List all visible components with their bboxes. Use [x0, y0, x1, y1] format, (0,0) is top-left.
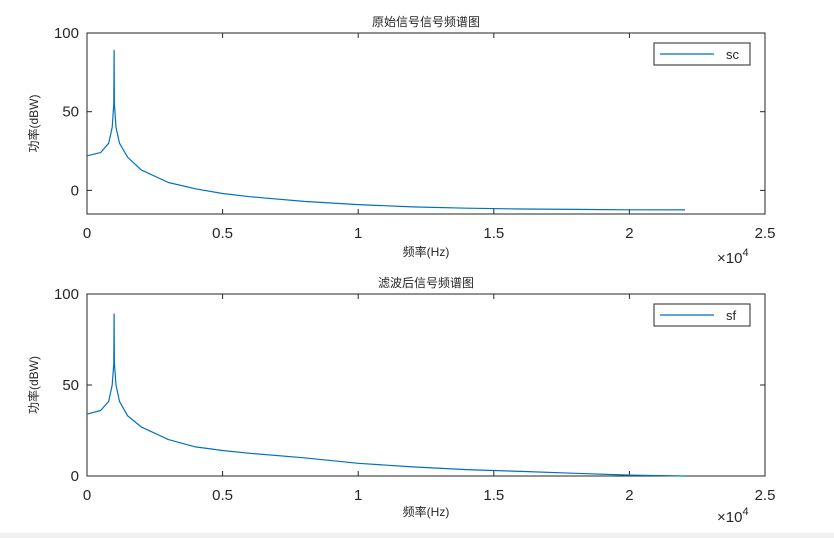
x-axis-label: 频率(Hz): [403, 244, 450, 259]
y-tick-label: 0: [71, 182, 79, 199]
x-tick-label: 0: [83, 225, 91, 242]
x-tick-label: 1.5: [483, 225, 504, 242]
x-tick-label: 2: [625, 225, 633, 242]
series-line-sc: [86, 49, 686, 211]
y-tick-label: 0: [71, 468, 79, 485]
legend-label: sc: [726, 47, 740, 62]
y-tick-label: 100: [54, 25, 79, 42]
plot-area: [86, 32, 766, 215]
y-axis-label: 功率(dBW): [26, 94, 41, 152]
y-axis-label: 功率(dBW): [26, 356, 41, 414]
y-tick-label: 50: [62, 377, 79, 394]
x-tick-label: 2.5: [755, 225, 776, 242]
x-tick-label: 0.5: [212, 225, 233, 242]
plot-area: [86, 293, 766, 477]
series-line-sf: [86, 313, 686, 477]
x-scale-factor: ×104: [717, 506, 749, 526]
x-axis-label: 频率(Hz): [403, 504, 450, 519]
y-tick-label: 100: [54, 286, 79, 303]
x-tick-label: 2.5: [755, 487, 776, 504]
x-tick-label: 1: [354, 487, 362, 504]
x-scale-factor: ×104: [717, 247, 749, 267]
chart-title: 滤波后信号频谱图: [378, 276, 474, 290]
legend-label: sf: [726, 308, 737, 323]
x-tick-label: 0.5: [212, 487, 233, 504]
x-tick-label: 0: [83, 487, 91, 504]
x-tick-label: 2: [625, 487, 633, 504]
chart-title: 原始信号信号频谱图: [372, 15, 480, 29]
x-tick-label: 1: [354, 225, 362, 242]
y-tick-label: 50: [62, 104, 79, 121]
x-tick-label: 1.5: [483, 487, 504, 504]
